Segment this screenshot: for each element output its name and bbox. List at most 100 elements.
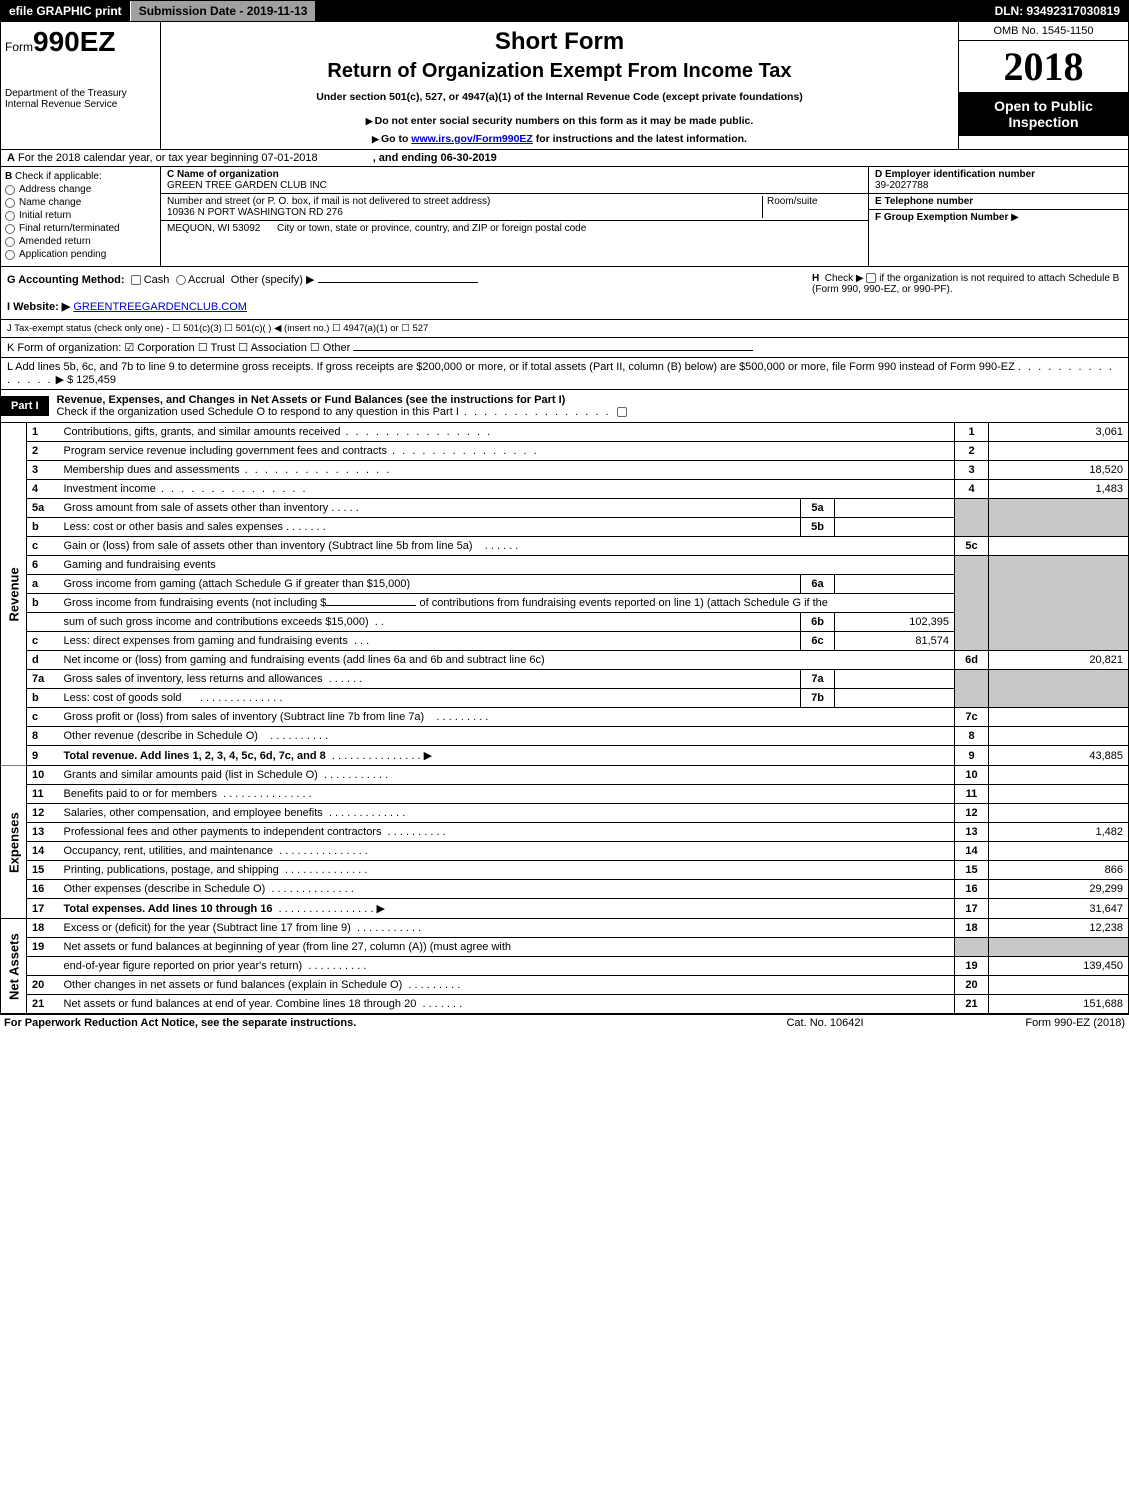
other-specify-input[interactable] — [318, 282, 478, 283]
checkbox-name-change[interactable] — [5, 198, 15, 208]
form-ref: Form 990-EZ (2018) — [925, 1017, 1125, 1029]
other-org-input[interactable] — [353, 350, 753, 351]
short-form-title: Short Form — [165, 28, 954, 56]
tax-year: 2018 — [959, 41, 1128, 92]
goto-prefix: Go to — [381, 133, 411, 145]
group-exemption-label: F Group Exemption Number — [875, 212, 1008, 223]
line-desc: Gaming and fundraising events — [64, 559, 216, 571]
line-num: 19 — [27, 938, 59, 957]
line-num: a — [27, 575, 59, 594]
telephone-label: E Telephone number — [875, 196, 973, 207]
h-text2: if the organization is not required to a… — [879, 273, 1119, 284]
top-bar: efile GRAPHIC print Submission Date - 20… — [0, 0, 1129, 22]
line-desc: Gross income from gaming (attach Schedul… — [64, 578, 411, 590]
col-num: 21 — [955, 995, 989, 1014]
website-link[interactable]: GREENTREEGARDENCLUB.COM — [73, 301, 247, 313]
page-footer: For Paperwork Reduction Act Notice, see … — [0, 1014, 1129, 1031]
checkbox-cash[interactable] — [131, 275, 141, 285]
full-lines-table: Revenue 1 Contributions, gifts, grants, … — [0, 423, 1129, 1014]
mini-num: 6a — [801, 575, 835, 594]
dots — [459, 406, 611, 418]
efile-print-button[interactable]: efile GRAPHIC print — [1, 1, 131, 21]
checkbox-address-change[interactable] — [5, 185, 15, 195]
opt-address-change: Address change — [19, 184, 91, 195]
checkbox-amended-return[interactable] — [5, 237, 15, 247]
revenue-side-label: Revenue — [1, 423, 27, 766]
header-center: Short Form Return of Organization Exempt… — [161, 22, 958, 149]
line-num: 1 — [27, 423, 59, 442]
form-number: 990EZ — [33, 26, 116, 57]
col-val: 1,483 — [989, 480, 1129, 499]
line-num: b — [27, 689, 59, 708]
col-val — [989, 976, 1129, 995]
row-gh: G Accounting Method: Cash Accrual Other … — [0, 267, 1129, 320]
mini-val — [835, 575, 955, 594]
goto-link[interactable]: www.irs.gov/Form990EZ — [411, 133, 533, 145]
line-desc: Other expenses (describe in Schedule O) — [64, 883, 266, 895]
row-k-text: K Form of organization: ☑ Corporation ☐ … — [7, 342, 350, 354]
line-num: 9 — [27, 746, 59, 766]
check-if-label: Check if applicable: — [15, 171, 102, 182]
line-desc: Investment income — [64, 483, 156, 495]
mini-num: 7b — [801, 689, 835, 708]
checkbox-final-return[interactable] — [5, 224, 15, 234]
shaded-cell — [955, 556, 989, 651]
mini-num: 7a — [801, 670, 835, 689]
goto-suffix: for instructions and the latest informat… — [533, 133, 747, 145]
col-val: 139,450 — [989, 957, 1129, 976]
checkbox-initial-return[interactable] — [5, 211, 15, 221]
col-num: 10 — [955, 766, 989, 785]
line-num: 13 — [27, 823, 59, 842]
col-val — [989, 785, 1129, 804]
line-num: 7a — [27, 670, 59, 689]
line-desc: Less: cost or other basis and sales expe… — [64, 521, 284, 533]
line-desc: Program service revenue including govern… — [64, 445, 387, 457]
col-num: 15 — [955, 861, 989, 880]
opt-accrual: Accrual — [188, 274, 225, 286]
line-desc: Salaries, other compensation, and employ… — [64, 807, 323, 819]
col-val: 43,885 — [989, 746, 1129, 766]
line-num: 10 — [27, 766, 59, 785]
ein-label: D Employer identification number — [875, 169, 1035, 180]
col-val — [989, 766, 1129, 785]
line-desc: Gross income from fundraising events (no… — [64, 597, 327, 609]
street-value: 10936 N PORT WASHINGTON RD 276 — [167, 207, 762, 218]
header-right: OMB No. 1545-1150 2018 Open to Public In… — [958, 22, 1128, 149]
mini-val — [835, 670, 955, 689]
col-val — [989, 842, 1129, 861]
checkbox-schedule-o[interactable] — [617, 407, 627, 417]
part-1-title: Revenue, Expenses, and Changes in Net As… — [57, 394, 566, 406]
return-title: Return of Organization Exempt From Incom… — [165, 60, 954, 83]
checkbox-accrual[interactable] — [176, 275, 186, 285]
arrow-icon — [366, 115, 375, 127]
line-desc: Benefits paid to or for members — [64, 788, 217, 800]
col-val: 29,299 — [989, 880, 1129, 899]
mini-num: 6b — [801, 613, 835, 632]
checkbox-application-pending[interactable] — [5, 250, 15, 260]
col-val: 12,238 — [989, 919, 1129, 938]
line-num: 17 — [27, 899, 59, 919]
contrib-input[interactable] — [326, 605, 416, 606]
cat-no: Cat. No. 10642I — [725, 1017, 925, 1029]
line-desc: Grants and similar amounts paid (list in… — [64, 769, 318, 781]
line-desc: Membership dues and assessments — [64, 464, 240, 476]
mini-num: 5a — [801, 499, 835, 518]
col-val: 151,688 — [989, 995, 1129, 1014]
shaded-cell — [989, 499, 1129, 537]
col-val — [989, 804, 1129, 823]
shaded-cell — [989, 670, 1129, 708]
shaded-cell — [989, 556, 1129, 651]
col-num: 17 — [955, 899, 989, 919]
line-num: c — [27, 632, 59, 651]
mini-val: 81,574 — [835, 632, 955, 651]
public-notice: Do not enter social security numbers on … — [375, 115, 754, 127]
line-desc: Total expenses. Add lines 10 through 16 — [64, 903, 273, 915]
row-l: L Add lines 5b, 6c, and 7b to line 9 to … — [0, 358, 1129, 390]
form-prefix: Form — [5, 40, 33, 54]
col-num: 4 — [955, 480, 989, 499]
line-num: 14 — [27, 842, 59, 861]
checkbox-h[interactable] — [866, 273, 876, 283]
line-desc: Gross amount from sale of assets other t… — [64, 502, 329, 514]
line-num: b — [27, 518, 59, 537]
line-desc: Less: cost of goods sold — [64, 692, 182, 704]
